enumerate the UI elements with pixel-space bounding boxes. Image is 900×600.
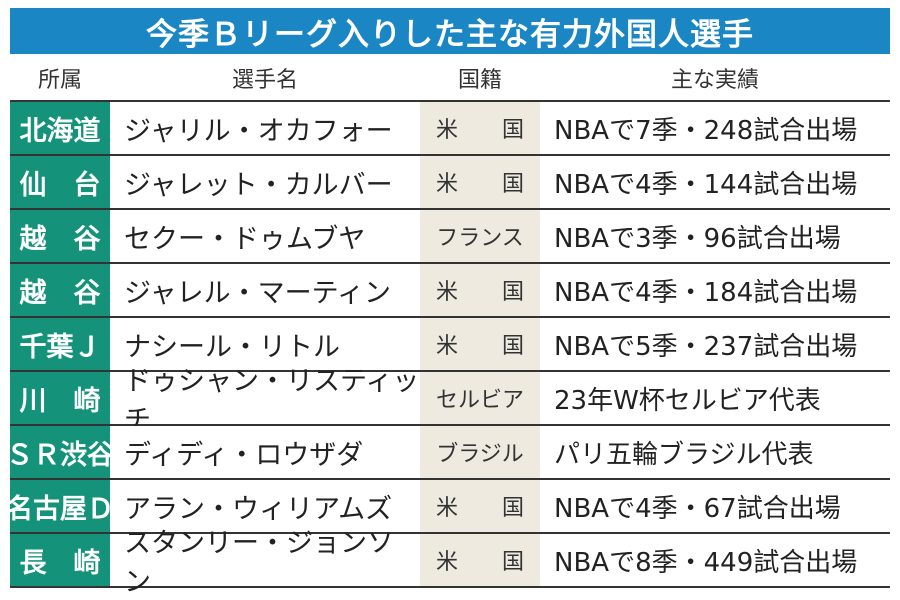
team-cell: 長 崎 (10, 534, 110, 586)
record-cell: NBAで7季・248試合出場 (540, 102, 890, 154)
table-title: 今季Ｂリーグ入りした主な有力外国人選手 (10, 8, 890, 54)
team-cell: 仙 台 (10, 156, 110, 208)
nationality-cell: ブラジル (420, 426, 540, 478)
nationality-cell: 米 国 (420, 156, 540, 208)
nationality-cell: 米 国 (420, 102, 540, 154)
table-row: 長 崎 スタンリー・ジョンソン 米 国 NBAで8季・449試合出場 (10, 528, 890, 598)
player-cell: スタンリー・ジョンソン (110, 528, 420, 598)
team-cell: ＳＲ渋谷 (6, 426, 114, 478)
player-cell: ドゥシャン・リスティッチ (110, 366, 420, 436)
nationality-cell: フランス (420, 210, 540, 262)
player-cell: ジャレル・マーティン (110, 264, 420, 316)
player-cell: ディディ・ロウザダ (110, 426, 420, 478)
record-cell: 23年W杯セルビア代表 (540, 372, 890, 424)
player-cell: ナシール・リトル (110, 318, 420, 370)
team-cell: 川 崎 (10, 372, 110, 424)
player-cell: アラン・ウィリアムズ (110, 480, 420, 532)
team-cell: 千葉Ｊ (10, 318, 110, 370)
header-player: 選手名 (231, 68, 298, 93)
table-row: 千葉Ｊ ナシール・リトル 米 国 NBAで5季・237試合出場 (10, 318, 890, 372)
header-record: 主な実績 (670, 68, 759, 93)
nationality-cell: セルビア (420, 372, 540, 424)
team-cell: 北海道 (10, 102, 110, 154)
player-cell: セクー・ドゥムブヤ (110, 210, 420, 262)
table-header: 所属 選手名 国籍 主な実績 (10, 58, 890, 98)
team-cell: 越 谷 (10, 210, 110, 262)
record-cell: NBAで4季・144試合出場 (540, 156, 890, 208)
record-cell: NBAで5季・237試合出場 (540, 318, 890, 370)
table-row: 仙 台 ジャレット・カルバー 米 国 NBAで4季・144試合出場 (10, 156, 890, 210)
table-row: ＳＲ渋谷 ディディ・ロウザダ ブラジル パリ五輪ブラジル代表 (6, 426, 890, 480)
nationality-cell: 米 国 (420, 318, 540, 370)
header-team: 所属 (37, 68, 82, 93)
nationality-cell: 米 国 (420, 534, 540, 586)
table-row: 川 崎 ドゥシャン・リスティッチ セルビア 23年W杯セルビア代表 (10, 366, 890, 436)
player-cell: ジャリル・オカフォー (110, 102, 420, 154)
table-row: 北海道 ジャリル・オカフォー 米 国 NBAで7季・248試合出場 (10, 102, 890, 156)
record-cell: NBAで8季・449試合出場 (540, 534, 890, 586)
table-row: 越 谷 ジャレル・マーティン 米 国 NBAで4季・184試合出場 (10, 264, 890, 318)
team-cell: 名古屋Ｄ (6, 480, 114, 532)
record-cell: NBAで4季・184試合出場 (540, 264, 890, 316)
record-cell: NBAで4季・67試合出場 (540, 480, 890, 532)
table-row: 名古屋Ｄ アラン・ウィリアムズ 米 国 NBAで4季・67試合出場 (6, 480, 890, 534)
record-cell: NBAで3季・96試合出場 (540, 210, 890, 262)
player-cell: ジャレット・カルバー (110, 156, 420, 208)
nationality-cell: 米 国 (420, 480, 540, 532)
players-table: 北海道 ジャリル・オカフォー 米 国 NBAで7季・248試合出場 仙 台 ジャ… (6, 100, 890, 598)
header-nationality: 国籍 (457, 68, 502, 93)
team-cell: 越 谷 (10, 264, 110, 316)
record-cell: パリ五輪ブラジル代表 (540, 426, 890, 478)
table-row: 越 谷 セクー・ドゥムブヤ フランス NBAで3季・96試合出場 (10, 210, 890, 264)
nationality-cell: 米 国 (420, 264, 540, 316)
